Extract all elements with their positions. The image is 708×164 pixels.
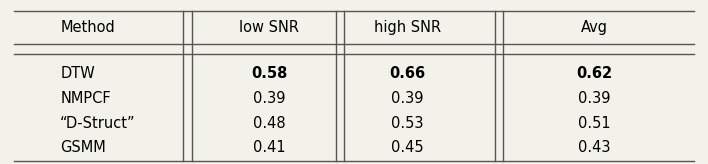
Text: “D-Struct”: “D-Struct” [60,115,136,131]
Text: 0.39: 0.39 [391,91,423,106]
Text: DTW: DTW [60,66,95,81]
Text: high SNR: high SNR [374,20,440,35]
Text: low SNR: low SNR [239,20,299,35]
Text: GSMM: GSMM [60,140,106,155]
Text: 0.41: 0.41 [253,140,285,155]
Text: 0.58: 0.58 [251,66,287,81]
Text: NMPCF: NMPCF [60,91,111,106]
Text: Avg: Avg [581,20,608,35]
Text: Method: Method [60,20,115,35]
Text: 0.62: 0.62 [576,66,613,81]
Text: 0.53: 0.53 [391,115,423,131]
Text: 0.66: 0.66 [389,66,426,81]
Text: 0.45: 0.45 [391,140,423,155]
Text: 0.43: 0.43 [578,140,611,155]
Text: 0.39: 0.39 [578,91,611,106]
Text: 0.48: 0.48 [253,115,285,131]
Text: 0.39: 0.39 [253,91,285,106]
Text: 0.51: 0.51 [578,115,611,131]
